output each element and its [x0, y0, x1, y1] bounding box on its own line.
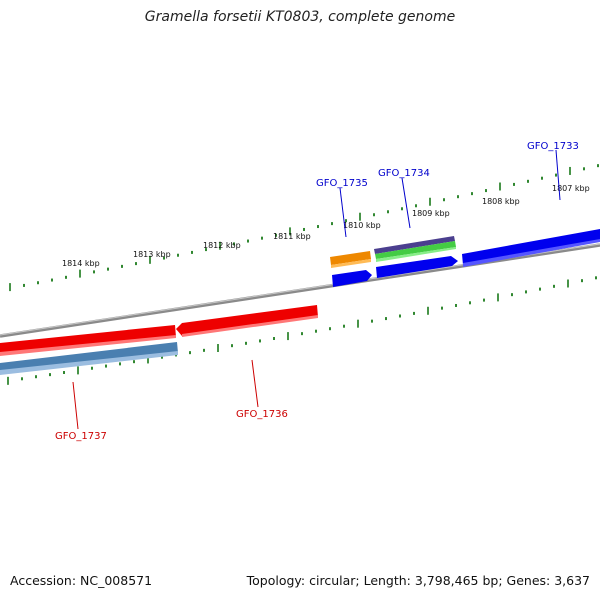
- scale-label: 1812 kbp: [203, 241, 241, 250]
- svg-text:GFO_1735: GFO_1735: [316, 178, 368, 189]
- gene-gfo-1735-cds[interactable]: [332, 270, 372, 287]
- scale-label: 1814 kbp: [62, 259, 100, 268]
- map-title: Gramella forsetii KT0803, complete genom…: [144, 9, 456, 25]
- svg-text:GFO_1733: GFO_1733: [527, 141, 579, 152]
- scale-label: 1813 kbp: [133, 250, 171, 259]
- genome-stats-label: Topology: circular; Length: 3,798,465 bp…: [246, 573, 590, 588]
- gene-label-gfo-1736[interactable]: GFO_1736: [236, 359, 288, 420]
- genome-backbone: [0, 243, 600, 338]
- scale-label: 1807 kbp: [552, 184, 590, 193]
- feature-green[interactable]: [375, 241, 456, 262]
- gene-gfo-1737-cds[interactable]: [0, 325, 176, 356]
- scale-label: 1808 kbp: [482, 197, 520, 206]
- scale-label: 1811 kbp: [273, 232, 311, 241]
- gene-gfo-1733-cds[interactable]: [462, 229, 600, 267]
- gene-label-gfo-1737[interactable]: GFO_1737: [55, 381, 107, 442]
- gene-label-gfo-1735[interactable]: GFO_1735: [316, 178, 368, 238]
- scale-label: 1809 kbp: [412, 209, 450, 218]
- svg-text:GFO_1734: GFO_1734: [378, 168, 430, 179]
- feature-purple[interactable]: [374, 236, 455, 254]
- svg-text:GFO_1736: GFO_1736: [236, 409, 288, 420]
- gene-gfo-1736-cds[interactable]: [176, 305, 318, 337]
- scale-label: 1810 kbp: [343, 221, 381, 230]
- accession-label: Accession: NC_008571: [10, 573, 153, 588]
- gene-label-gfo-1734[interactable]: GFO_1734: [378, 168, 430, 229]
- outer-scale-ticks: [9, 164, 599, 292]
- gene-label-gfo-1733[interactable]: GFO_1733: [527, 141, 579, 201]
- inner-scale-ticks: [7, 276, 597, 385]
- feature-steelblue[interactable]: [0, 342, 178, 375]
- gene-gfo-1734-cds[interactable]: [376, 256, 458, 278]
- svg-text:GFO_1737: GFO_1737: [55, 431, 107, 442]
- feature-orange[interactable]: [330, 251, 371, 268]
- scale-labels: 1807 kbp 1808 kbp 1809 kbp 1810 kbp 1811 kbp…: [62, 184, 590, 268]
